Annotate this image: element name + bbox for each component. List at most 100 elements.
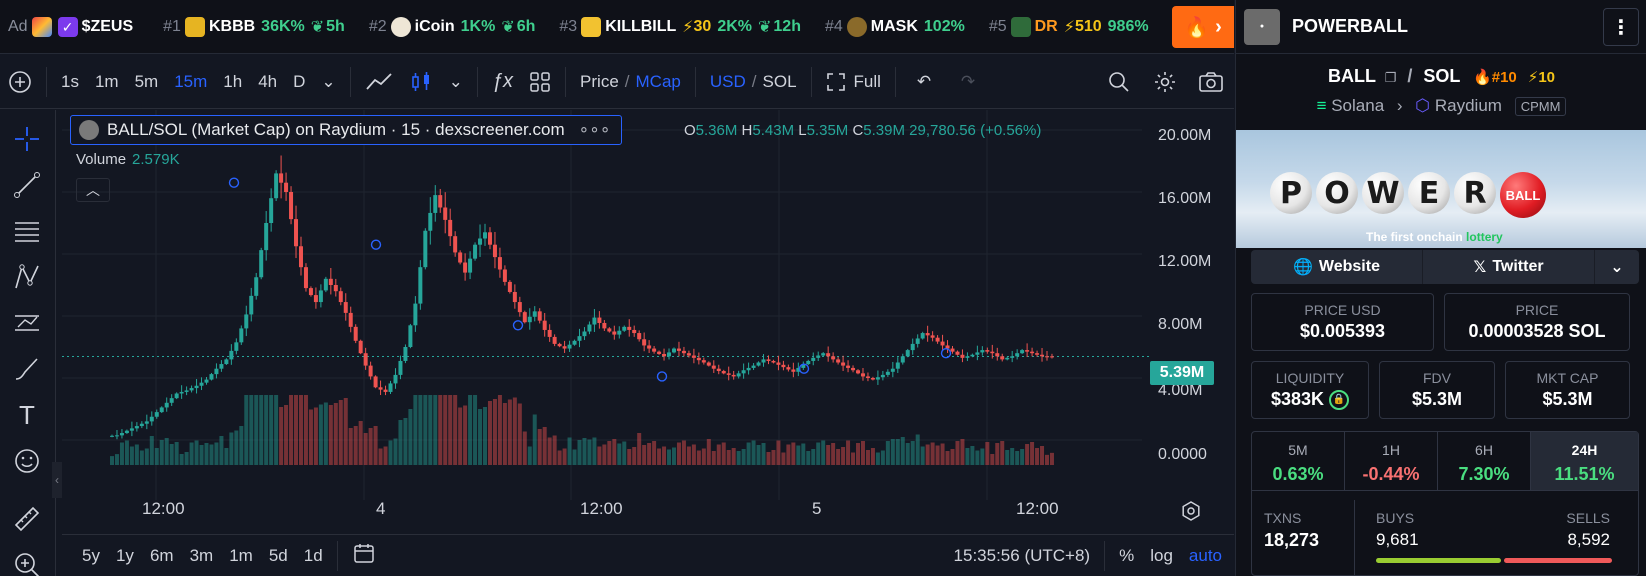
tf-24h[interactable]: 24H 11.51% xyxy=(1531,432,1638,490)
clock[interactable]: 15:35:56 (UTC+8) xyxy=(953,545,1091,565)
indicators-button[interactable]: ƒx xyxy=(484,55,521,108)
measure-tool[interactable] xyxy=(10,502,44,536)
volume-bar xyxy=(1005,450,1010,465)
volume-bar xyxy=(224,448,229,465)
volume-bar xyxy=(632,447,637,465)
range-1d[interactable]: 1d xyxy=(303,545,323,565)
brush-tool[interactable] xyxy=(10,352,44,386)
line-chart-button[interactable] xyxy=(357,55,401,108)
mask-logo-icon xyxy=(846,16,867,37)
tf-5m[interactable]: 5M 0.63% xyxy=(1252,432,1345,490)
ad-token[interactable]: ✓ $ZEUS xyxy=(31,16,140,37)
collapse-legend-button[interactable]: ︿ xyxy=(76,178,110,202)
volume-bar xyxy=(194,440,199,465)
add-symbol-button[interactable] xyxy=(0,55,40,108)
ticker-item-1[interactable]: #1 KBBB 36K% ❦ 5h xyxy=(163,16,345,37)
interval-5m[interactable]: 5m xyxy=(134,71,159,91)
quick-search-button[interactable] xyxy=(1096,55,1142,108)
interval-4h[interactable]: 4h xyxy=(258,71,278,91)
website-button[interactable]: 🌐 Website xyxy=(1251,250,1423,284)
candle-body xyxy=(771,360,776,363)
volume-bar xyxy=(438,395,443,465)
log-toggle[interactable]: log xyxy=(1150,545,1173,565)
fullscreen-button[interactable]: Full xyxy=(818,55,889,108)
candle-body xyxy=(567,344,572,349)
ticker-item-4[interactable]: #4 MASK 102% xyxy=(825,16,965,37)
trending-rank[interactable]: 🔥#10 xyxy=(1473,69,1517,86)
range-1y[interactable]: 1y xyxy=(115,545,134,565)
prediction-tool[interactable] xyxy=(10,306,44,340)
interval-15m[interactable]: 15m xyxy=(174,71,208,91)
percent-toggle[interactable]: % xyxy=(1119,545,1135,565)
dex-name[interactable]: Raydium xyxy=(1434,96,1502,115)
more-dots-icon[interactable]: ∘∘∘ xyxy=(578,120,611,139)
gear-icon xyxy=(1155,71,1175,92)
settings-button[interactable] xyxy=(1142,55,1188,108)
y-tick-label: 20.00M xyxy=(1158,127,1212,144)
hot-pairs-button[interactable]: 🔥 › xyxy=(1172,6,1234,48)
ticker-item-2[interactable]: #2 iCoin 1K% ❦ 6h xyxy=(369,16,535,37)
interval-1m[interactable]: 1m xyxy=(94,71,119,91)
chain-name[interactable]: Solana xyxy=(1331,96,1385,115)
candle-body xyxy=(885,371,890,375)
candle-body xyxy=(965,356,970,358)
solana-icon: ≡ xyxy=(1316,96,1327,115)
volume-bar xyxy=(776,440,781,465)
volume-bar xyxy=(990,454,995,465)
interval-dropdown[interactable]: ⌄ xyxy=(313,55,343,108)
more-links-button[interactable]: ⌄ xyxy=(1595,250,1639,284)
volume-bar xyxy=(890,439,895,465)
volume-bar xyxy=(403,418,408,465)
crosshair-tool[interactable] xyxy=(10,122,44,156)
volume-bar xyxy=(716,444,721,465)
price-mcap-toggle[interactable]: Price / MCap xyxy=(572,55,689,108)
interval-1h[interactable]: 1h xyxy=(223,71,243,91)
tf-6h[interactable]: 6H 7.30% xyxy=(1438,432,1531,490)
redo-button[interactable]: ↷ xyxy=(946,55,990,108)
text-tool[interactable]: T xyxy=(10,398,44,432)
pattern-tool[interactable] xyxy=(10,260,44,294)
auto-toggle[interactable]: auto xyxy=(1188,545,1222,565)
zoom-tool[interactable] xyxy=(10,548,44,576)
layouts-button[interactable] xyxy=(521,55,559,108)
sol-label: SOL xyxy=(762,71,797,91)
chart-type-dropdown[interactable]: ⌄ xyxy=(441,55,471,108)
goto-date-button[interactable] xyxy=(344,542,384,569)
volume-bar xyxy=(264,395,269,465)
collapse-tools-handle[interactable]: ‹ xyxy=(52,462,62,498)
interval-d[interactable]: D xyxy=(293,71,306,91)
ticker-item-3[interactable]: #3 KILLBILL ⚡ 30 2K% ❦ 12h xyxy=(559,16,801,37)
fib-tool[interactable] xyxy=(10,214,44,248)
chart-settings-button[interactable] xyxy=(1180,500,1202,527)
undo-button[interactable]: ↶ xyxy=(902,55,946,108)
ticker-item-5[interactable]: #5 DR ⚡ 510 986% xyxy=(989,16,1149,37)
trendline-tool[interactable] xyxy=(10,168,44,202)
volume-bar xyxy=(751,440,756,465)
raydium-icon: ⬡ xyxy=(1415,96,1431,115)
range-5d[interactable]: 5d xyxy=(268,545,288,565)
volume-bar xyxy=(731,448,736,465)
range-1m[interactable]: 1m xyxy=(229,545,253,565)
range-3m[interactable]: 3m xyxy=(189,545,214,565)
lock-icon[interactable]: 🔒 xyxy=(1329,390,1350,411)
tf-1h[interactable]: 1H -0.44% xyxy=(1345,432,1438,490)
more-options-button[interactable]: ⋮ xyxy=(1603,8,1639,46)
range-6m[interactable]: 6m xyxy=(149,545,174,565)
candlestick-chart[interactable] xyxy=(62,110,1170,500)
currency-toggle[interactable]: USD / SOL xyxy=(702,55,805,108)
toolbar-divider xyxy=(894,66,896,97)
price-label: Price xyxy=(580,71,619,91)
candles-icon xyxy=(411,71,429,91)
twitter-button[interactable]: 𝕏 Twitter xyxy=(1423,250,1595,284)
chart-legend[interactable]: BALL/SOL (Market Cap) on Raydium · 15 · … xyxy=(70,115,622,145)
volume-bar xyxy=(239,426,244,465)
copy-icon[interactable]: ❐ xyxy=(1384,70,1397,85)
volume-bar xyxy=(169,444,174,465)
range-5y[interactable]: 5y xyxy=(82,545,100,565)
boost-count[interactable]: ⚡10 xyxy=(1527,69,1556,86)
screenshot-button[interactable] xyxy=(1188,55,1234,108)
candle-body xyxy=(990,351,995,354)
interval-1s[interactable]: 1s xyxy=(61,71,79,91)
candle-chart-button[interactable] xyxy=(401,55,441,108)
emoji-tool[interactable] xyxy=(10,444,44,478)
